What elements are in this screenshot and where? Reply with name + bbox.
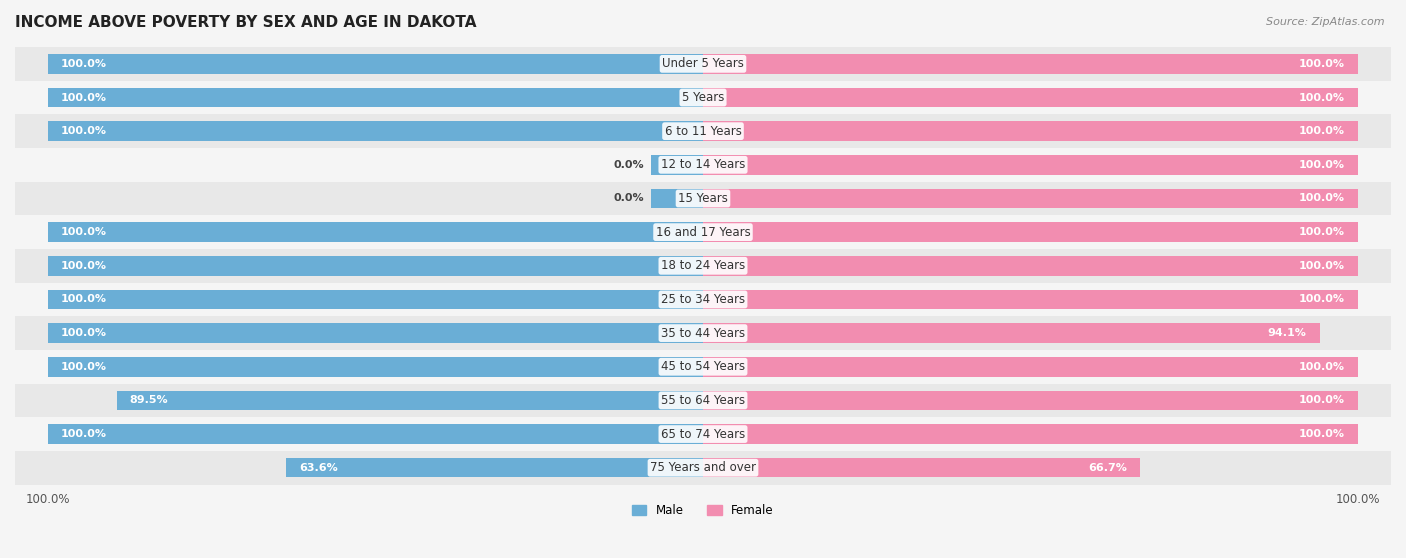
Text: 100.0%: 100.0%: [1299, 396, 1346, 406]
Bar: [15, 81, 1391, 114]
Text: 0.0%: 0.0%: [613, 194, 644, 204]
Bar: [703, 256, 1358, 276]
Bar: [15, 182, 1391, 215]
Bar: [703, 155, 1358, 175]
Bar: [15, 316, 1391, 350]
Text: 5 Years: 5 Years: [682, 91, 724, 104]
Bar: [48, 357, 703, 377]
Bar: [15, 282, 1391, 316]
Bar: [651, 189, 703, 208]
Text: 100.0%: 100.0%: [1299, 261, 1346, 271]
Bar: [703, 223, 1358, 242]
Text: 6 to 11 Years: 6 to 11 Years: [665, 124, 741, 138]
Text: 66.7%: 66.7%: [1088, 463, 1128, 473]
Text: 65 to 74 Years: 65 to 74 Years: [661, 427, 745, 441]
Bar: [15, 350, 1391, 383]
Bar: [703, 323, 1320, 343]
Bar: [703, 391, 1358, 410]
Text: 100.0%: 100.0%: [60, 59, 107, 69]
Text: 100.0%: 100.0%: [60, 362, 107, 372]
Bar: [15, 451, 1391, 484]
Bar: [48, 323, 703, 343]
Bar: [651, 155, 703, 175]
Bar: [15, 215, 1391, 249]
Text: 100.0%: 100.0%: [1299, 160, 1346, 170]
Text: 94.1%: 94.1%: [1268, 328, 1306, 338]
Bar: [703, 357, 1358, 377]
Text: 100.0%: 100.0%: [60, 295, 107, 305]
Bar: [15, 114, 1391, 148]
Bar: [703, 290, 1358, 309]
Text: 15 Years: 15 Years: [678, 192, 728, 205]
Bar: [703, 54, 1358, 74]
Bar: [48, 223, 703, 242]
Bar: [48, 290, 703, 309]
Text: INCOME ABOVE POVERTY BY SEX AND AGE IN DAKOTA: INCOME ABOVE POVERTY BY SEX AND AGE IN D…: [15, 15, 477, 30]
Text: 75 Years and over: 75 Years and over: [650, 461, 756, 474]
Text: 12 to 14 Years: 12 to 14 Years: [661, 158, 745, 171]
Text: 63.6%: 63.6%: [299, 463, 337, 473]
Bar: [48, 122, 703, 141]
Text: 16 and 17 Years: 16 and 17 Years: [655, 225, 751, 239]
Bar: [703, 122, 1358, 141]
Text: Source: ZipAtlas.com: Source: ZipAtlas.com: [1267, 17, 1385, 27]
Bar: [48, 424, 703, 444]
Bar: [703, 189, 1358, 208]
Bar: [287, 458, 703, 478]
Text: 100.0%: 100.0%: [60, 261, 107, 271]
Bar: [703, 88, 1358, 107]
Bar: [15, 249, 1391, 282]
Bar: [15, 148, 1391, 182]
Text: 35 to 44 Years: 35 to 44 Years: [661, 326, 745, 340]
Text: 18 to 24 Years: 18 to 24 Years: [661, 259, 745, 272]
Text: 25 to 34 Years: 25 to 34 Years: [661, 293, 745, 306]
Bar: [48, 54, 703, 74]
Legend: Male, Female: Male, Female: [627, 499, 779, 522]
Bar: [117, 391, 703, 410]
Text: 100.0%: 100.0%: [1299, 295, 1346, 305]
Text: 45 to 54 Years: 45 to 54 Years: [661, 360, 745, 373]
Bar: [703, 424, 1358, 444]
Bar: [703, 458, 1140, 478]
Bar: [15, 417, 1391, 451]
Text: 55 to 64 Years: 55 to 64 Years: [661, 394, 745, 407]
Text: 0.0%: 0.0%: [613, 160, 644, 170]
Text: 100.0%: 100.0%: [1299, 227, 1346, 237]
Bar: [15, 47, 1391, 81]
Text: 100.0%: 100.0%: [1299, 93, 1346, 103]
Text: 100.0%: 100.0%: [1299, 194, 1346, 204]
Text: 89.5%: 89.5%: [129, 396, 169, 406]
Text: 100.0%: 100.0%: [60, 328, 107, 338]
Text: 100.0%: 100.0%: [60, 429, 107, 439]
Text: 100.0%: 100.0%: [60, 93, 107, 103]
Text: Under 5 Years: Under 5 Years: [662, 57, 744, 70]
Text: 100.0%: 100.0%: [1299, 59, 1346, 69]
Text: 100.0%: 100.0%: [1299, 362, 1346, 372]
Bar: [48, 256, 703, 276]
Text: 100.0%: 100.0%: [60, 227, 107, 237]
Text: 100.0%: 100.0%: [1299, 429, 1346, 439]
Text: 100.0%: 100.0%: [1299, 126, 1346, 136]
Text: 100.0%: 100.0%: [60, 126, 107, 136]
Bar: [15, 383, 1391, 417]
Bar: [48, 88, 703, 107]
